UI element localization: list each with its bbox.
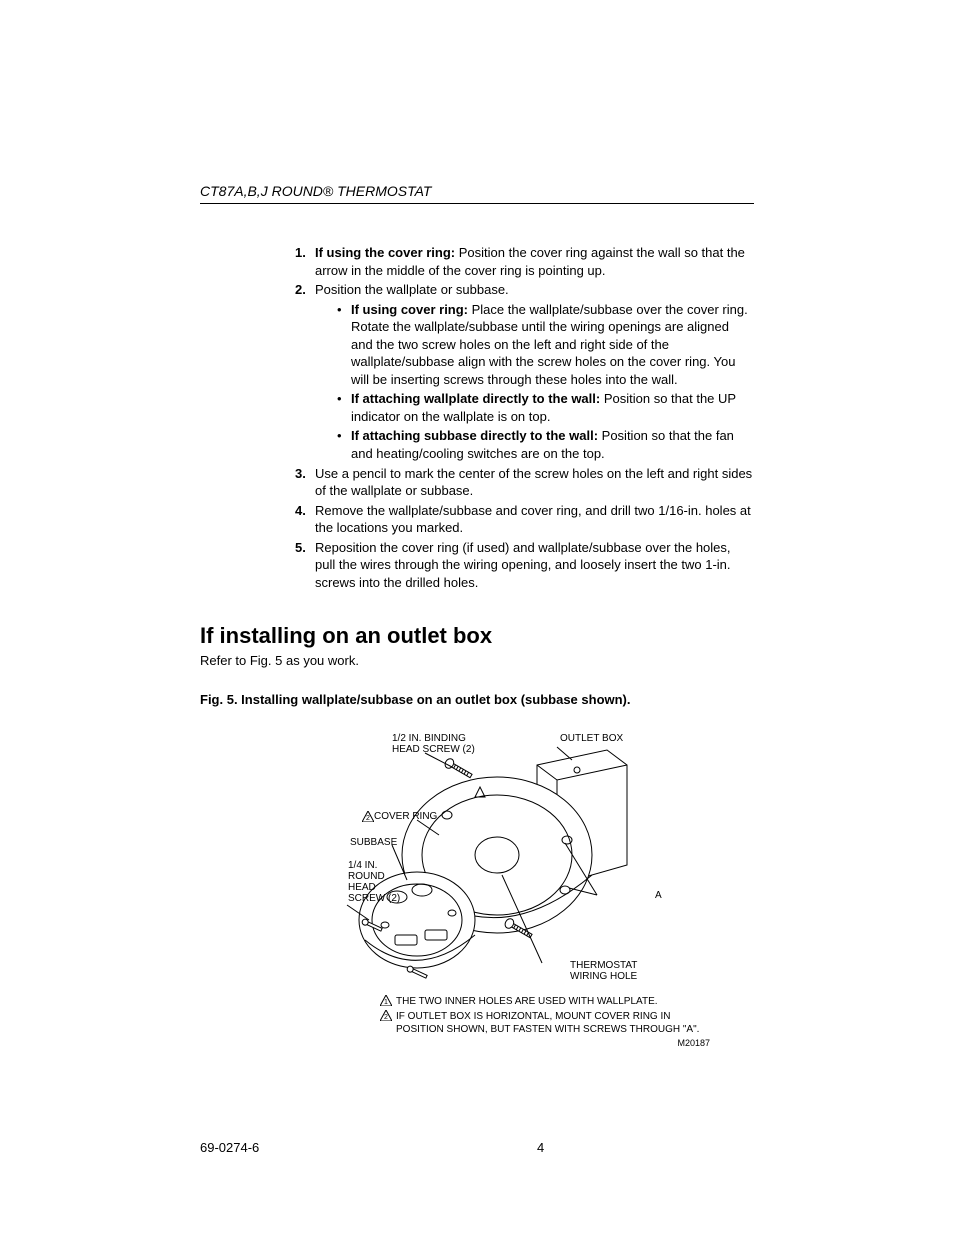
figure-notes: 1 THE TWO INNER HOLES ARE USED WITH WALL… [380, 995, 710, 1050]
note-row: 1 THE TWO INNER HOLES ARE USED WITH WALL… [380, 995, 710, 1008]
triangle-1-icon: 1 [380, 995, 392, 1006]
list-item: 4.Remove the wallplate/subbase and cover… [295, 502, 754, 537]
page-header: CT87A,B,J ROUND® THERMOSTAT [200, 183, 754, 199]
triangle-2-icon: 2 [380, 1010, 392, 1021]
label-outlet-box: OUTLET BOX [560, 733, 623, 744]
svg-text:2: 2 [384, 1014, 388, 1021]
label-wiring-hole: THERMOSTAT WIRING HOLE [570, 960, 637, 982]
bullet-item: If attaching wallplate directly to the w… [337, 390, 754, 425]
svg-text:2: 2 [366, 815, 370, 822]
label-cover-ring: 2COVER RING [362, 811, 437, 822]
svg-text:1: 1 [384, 999, 388, 1006]
page-number: 4 [477, 1140, 754, 1155]
note-row: 2 IF OUTLET BOX IS HORIZONTAL, MOUNT COV… [380, 1010, 710, 1036]
section-subtext: Refer to Fig. 5 as you work. [200, 653, 754, 668]
list-item: 1.If using the cover ring: Position the … [295, 244, 754, 279]
label-subbase: SUBBASE [350, 837, 397, 848]
header-rule [200, 203, 754, 204]
doc-number: 69-0274-6 [200, 1140, 477, 1155]
bullet-item: If using cover ring: Place the wallplate… [337, 301, 754, 389]
label-round-screw: 1/4 IN. ROUND HEAD SCREW (2) [348, 860, 400, 904]
page-footer: 69-0274-6 4 [200, 1140, 754, 1155]
section-heading: If installing on an outlet box [200, 623, 754, 649]
triangle-2-icon: 2 [362, 811, 374, 822]
list-item: 5.Reposition the cover ring (if used) an… [295, 539, 754, 592]
figure-code: M20187 [380, 1038, 710, 1050]
figure-5: 1/2 IN. BINDING HEAD SCREW (2) OUTLET BO… [200, 725, 754, 1085]
label-a: A [655, 890, 662, 901]
list-item: 2.Position the wallplate or subbase. If … [295, 281, 754, 462]
bullet-item: If attaching subbase directly to the wal… [337, 427, 754, 462]
sub-bullets: If using cover ring: Place the wallplate… [337, 301, 754, 463]
list-item: 3.Use a pencil to mark the center of the… [295, 465, 754, 500]
instruction-list: 1.If using the cover ring: Position the … [295, 244, 754, 591]
figure-caption: Fig. 5. Installing wallplate/subbase on … [200, 692, 754, 707]
label-binding-screw: 1/2 IN. BINDING HEAD SCREW (2) [392, 733, 475, 755]
